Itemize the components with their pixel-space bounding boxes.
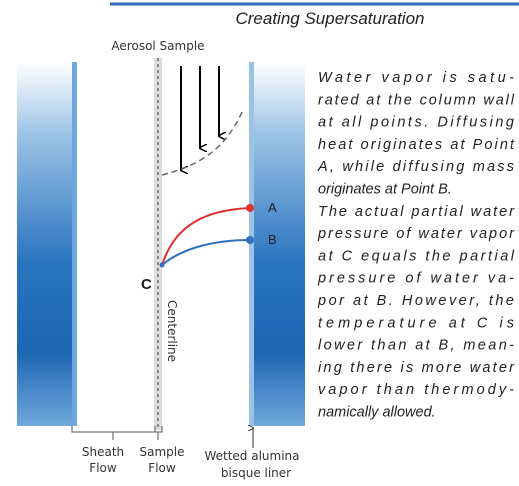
mass-curve: [161, 239, 251, 266]
point-a: [246, 204, 254, 212]
title: Creating Supersaturation: [235, 9, 424, 28]
description-line: Water vapor is satu-: [318, 70, 514, 86]
description-line: pressure of water vapor: [317, 226, 515, 242]
description-line: originates at Point B.: [318, 182, 452, 198]
sample-label: Flow: [148, 461, 176, 475]
description-line: rated at the column wall: [318, 92, 515, 108]
sheath-label: Sheath: [82, 445, 124, 459]
left-edge: [72, 62, 77, 426]
centerline-label: Centerline: [165, 300, 179, 362]
description-line: ing there is more water: [318, 360, 515, 376]
label-b: B: [268, 232, 277, 247]
right-edge: [249, 62, 254, 426]
description-line: vapor than thermody-: [318, 382, 514, 398]
description: Water vapor is satu-rated at the column …: [317, 70, 515, 421]
description-line: lower than at B, mean-: [318, 338, 514, 354]
liner-label: Wetted alumina: [204, 449, 299, 463]
description-line: A, while diffusing mass: [317, 159, 514, 175]
sample-bracket: [155, 426, 163, 433]
description-line: temperature at C is: [318, 315, 514, 331]
profile-curve: [161, 109, 244, 176]
sheath-label: Flow: [89, 461, 117, 475]
label-c: C: [141, 276, 152, 293]
aerosol-label: Aerosol Sample: [111, 39, 204, 53]
liner-label: bisque liner: [221, 466, 291, 480]
description-line: heat originates at Point: [318, 137, 515, 153]
point-c: [159, 262, 165, 268]
description-line: pressure of water va-: [317, 271, 514, 287]
description-line: at all points. Diffusing: [318, 115, 514, 131]
description-line: at C equals the partial: [318, 248, 515, 264]
right-column: [253, 62, 305, 426]
heat-curve: [161, 207, 251, 266]
point-b: [246, 236, 254, 244]
sample-label: Sample: [140, 445, 185, 459]
description-line: namically allowed.: [318, 405, 436, 421]
left-column: [17, 62, 72, 426]
sheath-bracket: [71, 426, 156, 433]
description-line: por at B. However, the: [317, 293, 514, 309]
label-a: A: [268, 200, 277, 215]
description-line: The actual partial water: [318, 204, 515, 220]
